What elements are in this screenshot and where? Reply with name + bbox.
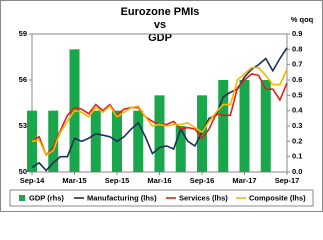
y-tick-label: 56 <box>19 75 27 84</box>
legend-label: Manufacturing (lhs) <box>87 193 157 202</box>
chart-title: GDP <box>148 32 172 44</box>
x-tick-label: Mar-17 <box>232 176 256 185</box>
legend-label: GDP (rhs) <box>29 193 64 202</box>
legend-label: Services (lhs) <box>179 193 228 202</box>
legend-label: Composite (lhs) <box>249 193 306 202</box>
bar <box>260 80 271 172</box>
bar <box>154 95 165 172</box>
legend-box <box>9 189 314 207</box>
bar <box>239 80 250 172</box>
y-tick-label: 59 <box>19 29 27 38</box>
x-tick-label: Sep-15 <box>105 176 130 185</box>
x-tick-label: Sep-17 <box>275 176 300 185</box>
chart: Eurozone PMIs vs GDP % qoq 50 53 56 59 0.0 0.… <box>0 0 323 212</box>
y2-tick-label: 0.2 <box>292 136 302 145</box>
y2-tick-label: 0.0 <box>292 167 302 176</box>
x-tick-label: Mar-16 <box>147 176 171 185</box>
y2-tick-label: 0.3 <box>292 121 302 130</box>
x-tick-label: Mar-15 <box>62 176 86 185</box>
bar <box>218 80 229 172</box>
chart-title: Eurozone PMIs <box>121 6 200 18</box>
legend-swatch <box>19 195 25 201</box>
y2-tick-label: 0.6 <box>292 75 302 84</box>
y2-tick-label: 0.5 <box>292 90 302 99</box>
y2-tick-label: 0.8 <box>292 44 302 53</box>
chart-title: vs <box>154 19 166 31</box>
y2-tick-label: 0.1 <box>292 152 302 161</box>
line <box>31 66 288 157</box>
line <box>31 47 288 172</box>
x-tick-label: Sep-16 <box>190 176 215 185</box>
y-tick-label: 50 <box>19 167 27 176</box>
bar <box>48 110 59 172</box>
y2-axis-label: % qoq <box>291 15 314 24</box>
y2-tick-label: 0.4 <box>292 106 303 115</box>
bar <box>175 126 186 172</box>
y2-tick-label: 0.7 <box>292 60 302 69</box>
bar <box>133 110 144 172</box>
bar <box>90 110 101 172</box>
y2-tick-label: 0.9 <box>292 29 302 38</box>
y-tick-label: 53 <box>19 121 27 130</box>
x-tick-label: Sep-14 <box>20 176 45 185</box>
